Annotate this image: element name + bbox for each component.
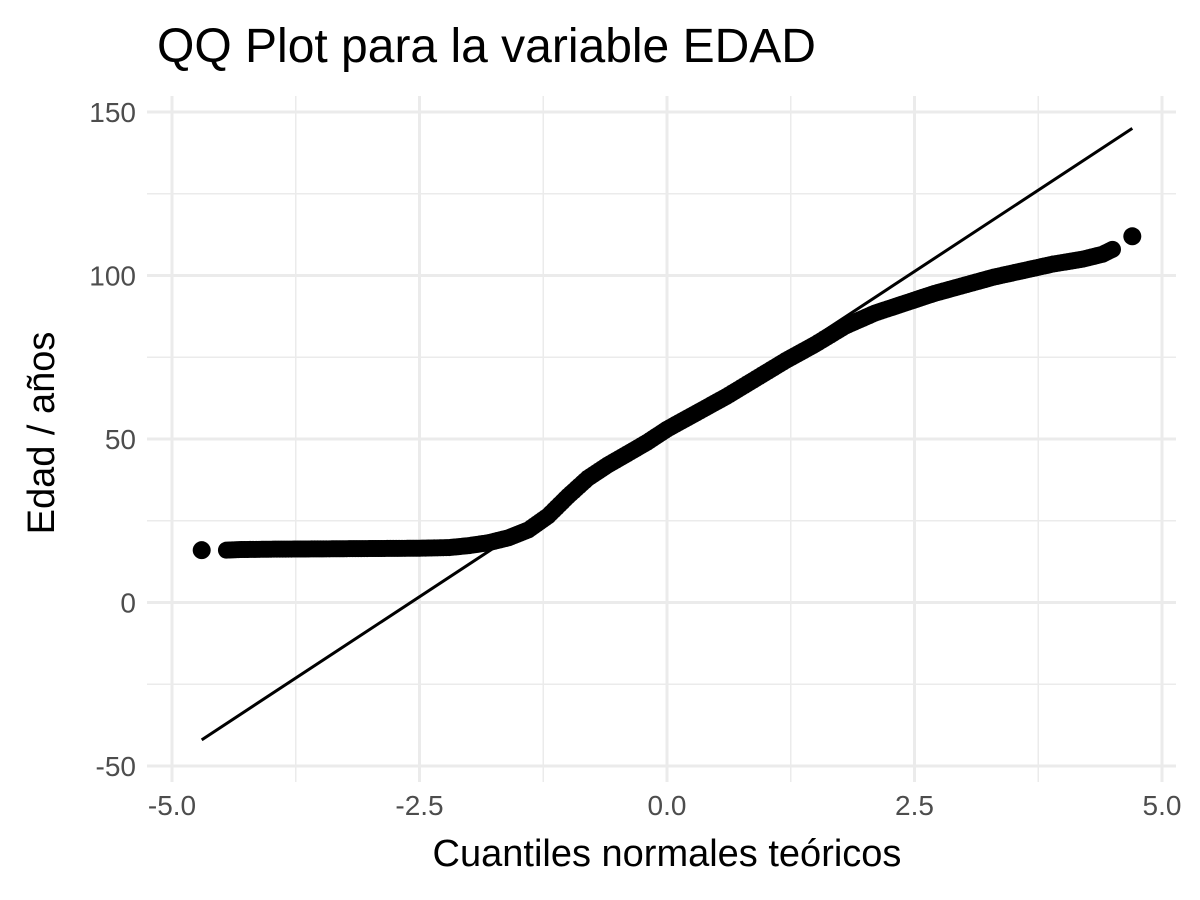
- data-point: [192, 541, 211, 560]
- x-tick-label: -2.5: [395, 790, 443, 821]
- y-axis-title: Edad / años: [21, 332, 63, 535]
- chart-title: QQ Plot para la variable EDAD: [157, 20, 816, 73]
- x-axis-title: Cuantiles normales teóricos: [433, 833, 902, 875]
- data-point: [1104, 240, 1121, 258]
- y-tick-label: 50: [105, 424, 136, 455]
- x-axis-ticks: -5.0 -2.5 0.0 2.5 5.0: [148, 790, 1182, 821]
- y-tick-label: 0: [120, 588, 136, 619]
- y-tick-label: 150: [89, 97, 136, 128]
- y-tick-label: 100: [89, 261, 136, 292]
- x-tick-label: 0.0: [648, 790, 687, 821]
- x-tick-label: 2.5: [895, 790, 934, 821]
- x-tick-label: -5.0: [148, 790, 196, 821]
- grid: [147, 96, 1176, 782]
- y-tick-label: -50: [96, 751, 136, 782]
- y-axis-ticks: -50 0 50 100 150: [89, 97, 136, 782]
- data-point: [1123, 227, 1142, 246]
- points-layer: [192, 227, 1142, 560]
- x-tick-label: 5.0: [1143, 790, 1182, 821]
